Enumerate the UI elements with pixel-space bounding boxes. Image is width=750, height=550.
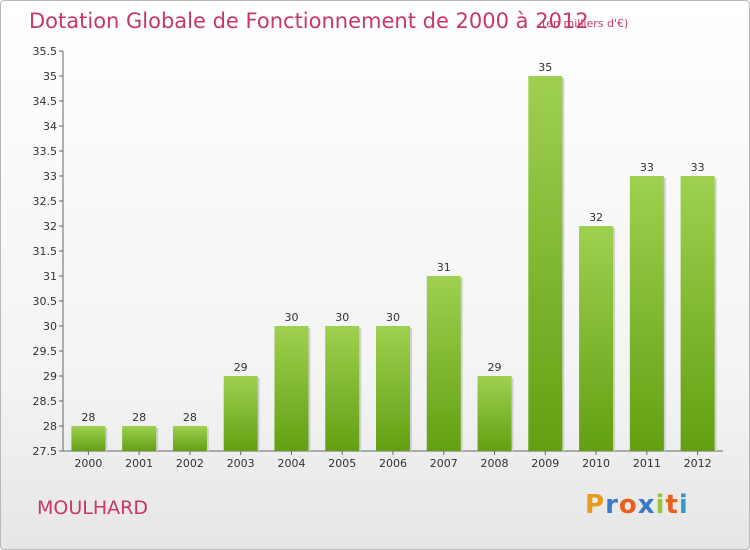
x-tick-label: 2010 — [582, 457, 610, 470]
logo-letter: x — [637, 490, 656, 520]
data-label: 28 — [132, 411, 146, 424]
data-label: 29 — [234, 361, 248, 374]
chart-subtitle: (en milliers d'€) — [542, 17, 629, 30]
y-tick-label: 32.5 — [33, 195, 58, 208]
y-tick-label: 33 — [43, 170, 57, 183]
bar — [376, 326, 410, 451]
bar — [680, 176, 715, 451]
y-tick-label: 30.5 — [33, 295, 58, 308]
x-tick-label: 2008 — [481, 457, 509, 470]
logo-letter: P — [585, 490, 606, 520]
y-tick-label: 35 — [43, 70, 57, 83]
bar — [223, 376, 258, 451]
y-tick-label: 29 — [43, 370, 57, 383]
chart-title: Dotation Globale de Fonctionnement de 20… — [29, 9, 589, 33]
x-tick-label: 2004 — [277, 457, 305, 470]
x-tick-label: 2012 — [684, 457, 712, 470]
logo-letter: o — [618, 490, 638, 520]
y-tick-label: 30 — [43, 320, 57, 333]
data-label: 28 — [183, 411, 197, 424]
y-tick-label: 34 — [43, 120, 57, 133]
logo-letter: t — [665, 490, 679, 520]
y-tick-label: 27.5 — [33, 445, 58, 458]
bar — [122, 426, 157, 451]
data-label: 33 — [691, 161, 705, 174]
logo-letter: r — [605, 490, 619, 520]
bar — [71, 426, 106, 451]
x-tick-label: 2006 — [379, 457, 407, 470]
logo-letter: i — [678, 490, 689, 520]
x-tick-label: 2003 — [227, 457, 255, 470]
x-tick-label: 2002 — [176, 457, 204, 470]
x-tick-label: 2000 — [74, 457, 102, 470]
y-tick-label: 28.5 — [33, 395, 58, 408]
data-label: 30 — [284, 311, 298, 324]
y-tick-label: 34.5 — [33, 95, 58, 108]
data-label: 33 — [640, 161, 654, 174]
y-tick-label: 28 — [43, 420, 57, 433]
x-tick-label: 2005 — [328, 457, 356, 470]
y-tick-label: 33.5 — [33, 145, 58, 158]
x-tick-label: 2001 — [125, 457, 153, 470]
bar — [172, 426, 207, 451]
x-tick-label: 2007 — [430, 457, 458, 470]
bar — [274, 326, 309, 451]
bar — [325, 326, 360, 451]
bar — [477, 376, 512, 451]
bar — [528, 76, 563, 451]
y-tick-label: 31.5 — [33, 245, 58, 258]
bar — [579, 226, 614, 451]
data-label: 29 — [488, 361, 502, 374]
y-tick-label: 35.5 — [33, 45, 58, 58]
y-tick-label: 29.5 — [33, 345, 58, 358]
data-label: 35 — [538, 61, 552, 74]
y-tick-label: 31 — [43, 270, 57, 283]
data-label: 32 — [589, 211, 603, 224]
data-label: 28 — [81, 411, 95, 424]
logo-letter: i — [655, 490, 666, 520]
data-label: 30 — [386, 311, 400, 324]
bar — [426, 276, 461, 451]
x-tick-label: 2011 — [633, 457, 661, 470]
y-tick-label: 32 — [43, 220, 57, 233]
bar — [629, 176, 664, 451]
x-tick-label: 2009 — [531, 457, 559, 470]
commune-name: MOULHARD — [37, 497, 148, 519]
data-label: 30 — [335, 311, 349, 324]
data-label: 31 — [437, 261, 451, 274]
proxiti-logo: Proxiti — [585, 490, 689, 520]
